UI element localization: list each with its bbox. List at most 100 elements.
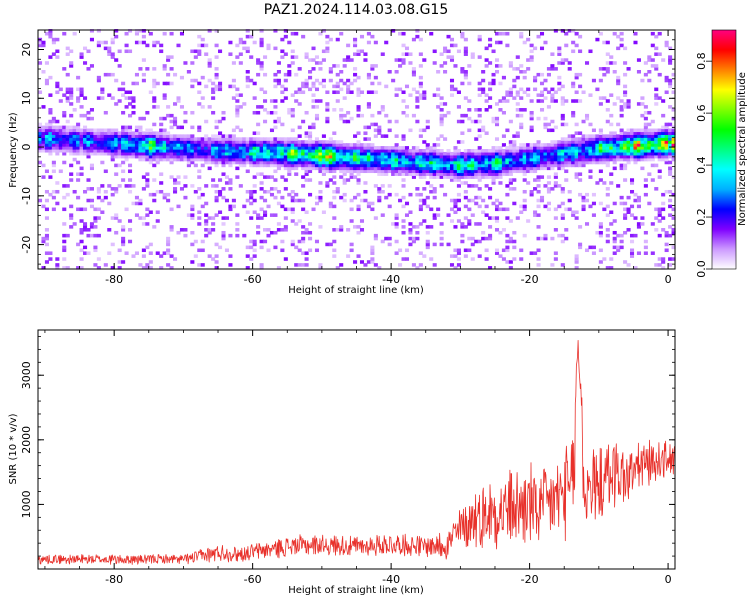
spectrogram-cell bbox=[643, 105, 648, 109]
spectrogram-cell bbox=[474, 157, 479, 162]
spectrogram-cell bbox=[152, 143, 157, 147]
spectrogram-cell bbox=[571, 134, 576, 138]
spectrogram-cell bbox=[643, 72, 648, 77]
spectrogram-cell bbox=[235, 108, 240, 112]
spectrogram-cell bbox=[654, 134, 659, 138]
spectrogram-cell bbox=[145, 128, 150, 133]
spectrogram-cell bbox=[238, 93, 243, 97]
spectrogram-cell bbox=[235, 175, 240, 179]
spectrogram-cell bbox=[380, 154, 385, 159]
spectrogram-cell bbox=[197, 81, 202, 86]
spectrogram-cell bbox=[647, 140, 652, 144]
spectrogram-cell bbox=[159, 131, 164, 135]
spectrogram-cell bbox=[190, 78, 195, 83]
spectrogram-cell bbox=[69, 102, 74, 106]
spectrogram-cell bbox=[353, 52, 358, 56]
spectrogram-cell bbox=[657, 154, 662, 159]
spectrogram-cell bbox=[602, 140, 607, 144]
spectrogram-cell bbox=[436, 172, 441, 176]
spectrogram-cell bbox=[377, 110, 382, 115]
spectrogram-cell bbox=[595, 230, 600, 235]
spectrogram-cell bbox=[197, 43, 202, 48]
spectrogram-cell bbox=[48, 134, 53, 138]
spectrogram-cell bbox=[294, 163, 299, 168]
spectrogram-cell bbox=[591, 245, 596, 250]
spectrogram-cell bbox=[384, 149, 389, 153]
spectrogram-cell bbox=[121, 154, 126, 159]
spectrogram-cell bbox=[584, 157, 590, 162]
spectrogram-cell bbox=[107, 46, 112, 51]
spectrogram-cell bbox=[166, 134, 171, 138]
spectrogram-cell bbox=[269, 128, 275, 133]
spectrogram-cell bbox=[252, 198, 257, 203]
spectrogram-cell bbox=[110, 55, 115, 59]
spectrogram-cell bbox=[200, 151, 205, 156]
spectrogram-cell bbox=[266, 149, 271, 153]
spectrogram-cell bbox=[359, 228, 365, 232]
spectrogram-cell bbox=[325, 149, 330, 153]
spectrogram-cell bbox=[467, 163, 472, 168]
spectrogram-cell bbox=[294, 140, 299, 144]
spectrogram-cell bbox=[567, 163, 572, 168]
spectrogram-cell bbox=[616, 34, 621, 39]
spectrogram-cell bbox=[647, 110, 652, 115]
spectrogram-cell bbox=[588, 175, 593, 179]
spectrogram-cell bbox=[121, 178, 126, 182]
spectrogram-cell bbox=[515, 55, 520, 59]
spectrogram-cell bbox=[335, 166, 340, 171]
spectrogram-cell bbox=[443, 163, 448, 168]
spectrogram-cell bbox=[366, 154, 371, 159]
spectrogram-cell bbox=[477, 34, 482, 39]
spectrogram-cell bbox=[359, 146, 365, 150]
spectrogram-cell bbox=[647, 131, 652, 135]
spectrogram-cell bbox=[38, 146, 43, 150]
spectrogram-cell bbox=[169, 154, 174, 159]
spectrogram-cell bbox=[623, 146, 628, 150]
spectrogram-cell bbox=[616, 184, 621, 188]
spectrogram-cell bbox=[297, 90, 302, 95]
spectrogram-cell bbox=[259, 172, 264, 176]
spectrogram-cell bbox=[671, 192, 676, 197]
spectrogram-cell bbox=[249, 149, 254, 153]
spectrogram-cell bbox=[439, 116, 444, 121]
spectrogram-cell bbox=[384, 169, 389, 174]
spectrogram-cell bbox=[263, 239, 268, 244]
spectrogram-cell bbox=[387, 157, 392, 162]
spectrogram-cell bbox=[591, 154, 596, 159]
spectrogram-cell bbox=[567, 134, 572, 138]
spectrogram-cell bbox=[342, 160, 347, 165]
spectrogram-cell bbox=[169, 55, 174, 59]
spectrogram-cell bbox=[564, 122, 569, 127]
spectrogram-cell bbox=[252, 131, 257, 135]
spectrogram-cell bbox=[256, 61, 261, 65]
spectrogram-cell bbox=[335, 157, 340, 162]
spectrogram-cell bbox=[290, 55, 295, 59]
spectrogram-cell bbox=[273, 146, 278, 150]
spectrogram-cell bbox=[211, 87, 216, 92]
spectrogram-cell bbox=[429, 149, 434, 153]
spectrogram-cell bbox=[443, 160, 448, 165]
spectrogram-cell bbox=[41, 134, 46, 138]
spectrogram-cell bbox=[107, 131, 112, 135]
spectrogram-cell bbox=[515, 67, 520, 71]
spectrogram-cell bbox=[96, 143, 101, 147]
spectrogram-cell bbox=[128, 184, 133, 188]
spectrogram-cell bbox=[186, 143, 191, 147]
spectrogram-cell bbox=[488, 160, 493, 165]
spectrogram-cell bbox=[415, 236, 420, 241]
spectrogram-cell bbox=[287, 137, 292, 141]
spectrogram-cell bbox=[598, 151, 603, 156]
spectrogram-cell bbox=[623, 154, 628, 159]
spectrogram-cell bbox=[612, 230, 617, 235]
spectrogram-cell bbox=[294, 146, 299, 150]
spectrogram-cell bbox=[574, 254, 579, 258]
spectrogram-cell bbox=[422, 219, 427, 223]
spectrogram-cell bbox=[273, 78, 278, 83]
spectrogram-cell bbox=[398, 248, 403, 253]
spectrogram-cell bbox=[539, 160, 545, 165]
spectrogram-cell bbox=[121, 151, 126, 156]
spectrogram-cell bbox=[488, 43, 493, 48]
spectrogram-cell bbox=[214, 72, 219, 77]
spectrogram-cell bbox=[546, 201, 551, 206]
spectrogram-cell bbox=[62, 134, 67, 138]
